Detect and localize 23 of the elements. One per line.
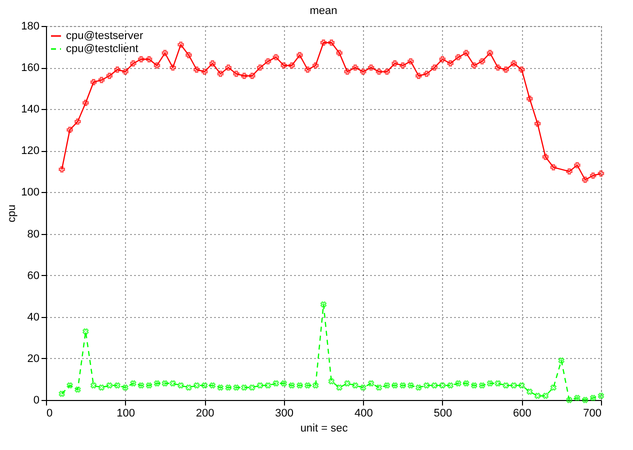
y-tick-label: 160 <box>21 62 40 74</box>
x-tick-label: 600 <box>513 408 532 420</box>
legend-label: cpu@testserver <box>66 30 144 42</box>
chart-title: mean <box>310 5 338 17</box>
x-tick-label: 400 <box>354 408 373 420</box>
y-tick-label: 0 <box>33 394 40 406</box>
x-axis-title: unit = sec <box>300 422 348 434</box>
y-tick-label: 80 <box>27 228 40 240</box>
y-tick-label: 120 <box>21 145 40 158</box>
y-tick-label: 20 <box>27 352 40 365</box>
x-tick-label: 500 <box>434 408 452 420</box>
x-tick-label: 300 <box>275 408 294 420</box>
x-tick-label: 100 <box>116 408 135 420</box>
y-tick-label: 40 <box>27 311 40 324</box>
x-tick-label: 700 <box>583 408 602 420</box>
y-tick-label: 140 <box>21 104 40 116</box>
y-axis-title: cpu <box>6 204 18 222</box>
legend-label: cpu@testclient <box>66 43 138 55</box>
y-tick-label: 180 <box>21 20 40 32</box>
x-tick-label: 200 <box>196 408 214 420</box>
y-tick-label: 60 <box>27 270 40 282</box>
x-tick-label: 0 <box>46 408 53 420</box>
y-tick-label: 100 <box>21 186 40 199</box>
